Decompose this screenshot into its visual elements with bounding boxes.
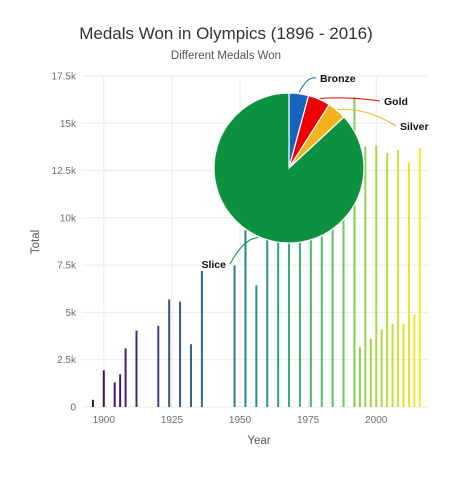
y-tick-label: 7.5k <box>57 261 77 272</box>
bar <box>331 209 334 407</box>
y-axis-ticks: 0 2.5k 5k 7.5k 10k 12.5k 15k 17.5k <box>52 72 77 414</box>
bar <box>358 347 361 407</box>
bar <box>244 230 247 407</box>
bar <box>391 324 394 407</box>
bar <box>233 265 236 407</box>
bar <box>342 196 345 407</box>
bar <box>397 149 400 407</box>
bar <box>418 148 421 408</box>
silver-label: Silver <box>400 121 429 133</box>
bronze-label: Bronze <box>320 73 356 85</box>
x-tick-label: 1900 <box>93 415 116 426</box>
bar <box>375 145 378 408</box>
bar <box>380 329 383 407</box>
medal-pie <box>213 92 365 244</box>
bar <box>200 270 203 407</box>
leader-line <box>298 77 317 93</box>
y-tick-label: 0 <box>70 403 76 414</box>
bar <box>413 314 416 407</box>
bar <box>124 348 127 407</box>
bar <box>135 330 138 407</box>
bar <box>288 223 291 407</box>
y-tick-label: 12.5k <box>52 166 77 177</box>
bar <box>407 162 410 407</box>
bar-series <box>91 96 421 408</box>
bar <box>157 325 160 407</box>
gold-label: Gold <box>384 96 408 108</box>
x-tick-label: 1925 <box>161 415 184 426</box>
y-tick-label: 10k <box>60 213 77 224</box>
bar <box>320 236 323 407</box>
leader-line <box>319 97 381 102</box>
chart-subtitle: Different Medals Won <box>171 50 281 62</box>
bar <box>309 208 312 407</box>
y-tick-label: 17.5k <box>52 72 77 83</box>
slice-label: Slice <box>201 259 226 271</box>
bar <box>298 206 301 407</box>
x-tick-label: 1975 <box>297 415 320 426</box>
bar <box>113 382 116 407</box>
bar <box>119 374 122 407</box>
bar <box>255 285 258 407</box>
bar <box>179 301 182 407</box>
y-tick-label: 2.5k <box>57 355 77 366</box>
y-tick-label: 15k <box>60 119 77 130</box>
x-tick-label: 1950 <box>229 415 252 426</box>
bar <box>402 323 405 407</box>
leader-line <box>337 108 397 127</box>
y-axis-title: Total <box>30 230 42 254</box>
bar <box>102 370 105 407</box>
y-tick-label: 5k <box>65 308 77 319</box>
bar <box>364 146 367 407</box>
bar <box>386 152 389 407</box>
bar <box>91 399 94 407</box>
main-slice <box>213 92 365 244</box>
bar <box>168 299 171 407</box>
bar <box>266 232 269 407</box>
leader-line <box>229 237 259 265</box>
x-axis-title: Year <box>247 435 270 447</box>
bar <box>353 96 356 407</box>
pie-labels: Bronze Gold Silver Slice <box>201 73 428 271</box>
chart-title: Medals Won in Olympics (1896 - 2016) <box>79 24 373 43</box>
bar <box>189 344 192 407</box>
bar <box>277 227 280 407</box>
x-axis-ticks: 1900 1925 1950 1975 2000 <box>93 415 388 426</box>
bar <box>369 338 372 407</box>
x-tick-label: 2000 <box>365 415 388 426</box>
